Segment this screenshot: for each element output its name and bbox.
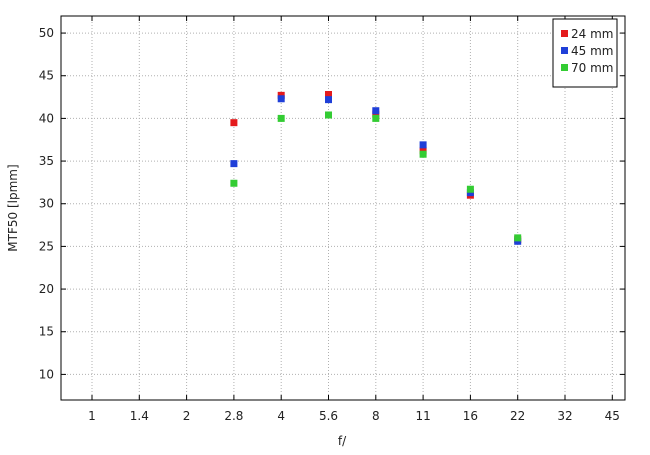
point-70-mm-f5.6	[325, 111, 332, 119]
point-70-mm-f16	[466, 185, 474, 193]
legend-label: 24 mm	[571, 27, 613, 41]
y-tick-label: 50	[39, 26, 54, 40]
x-tick-label: 32	[557, 409, 572, 423]
point-24-mm-f5.6	[325, 91, 332, 99]
y-tick-label: 25	[39, 239, 54, 253]
legend: 24 mm 45 mm 70 mm	[552, 18, 618, 88]
y-tick-label: 40	[39, 111, 54, 125]
y-tick-label: 20	[39, 282, 54, 296]
x-tick-label: 2	[183, 409, 191, 423]
y-tick-label: 35	[39, 154, 54, 168]
point-70-mm-f2.8	[230, 179, 238, 187]
y-tick-label: 45	[39, 69, 54, 83]
plot-frame	[60, 15, 626, 401]
x-tick-label: 16	[463, 409, 478, 423]
points-layer	[230, 91, 522, 245]
legend-label: 70 mm	[571, 61, 613, 75]
point-70-mm-f4	[277, 114, 285, 122]
x-tick-label: 2.8	[224, 409, 243, 423]
point-70-mm-f11	[419, 150, 427, 158]
point-70-mm-f8	[372, 114, 380, 122]
x-tick-label: 45	[605, 409, 620, 423]
point-45-mm-f8	[372, 107, 380, 115]
x-tick-label: 8	[372, 409, 380, 423]
legend-swatch	[561, 64, 568, 71]
y-axis-title: MTF50 [lpmm]	[6, 164, 20, 251]
y-tick-label: 15	[39, 325, 54, 339]
point-45-mm-f11	[419, 141, 427, 149]
x-tick-label: 1.4	[130, 409, 149, 423]
x-tick-label: 4	[277, 409, 285, 423]
point-70-mm-f22	[514, 234, 522, 242]
legend-swatch	[561, 30, 568, 37]
x-tick-label: 5.6	[319, 409, 338, 423]
grid-layer	[61, 16, 625, 400]
x-tick-label: 11	[415, 409, 430, 423]
legend-label: 45 mm	[571, 44, 613, 58]
x-tick-label: 1	[88, 409, 96, 423]
y-tick-label: 30	[39, 197, 54, 211]
point-24-mm-f2.8	[230, 119, 238, 127]
legend-swatch	[561, 47, 568, 54]
point-45-mm-f2.8	[230, 160, 238, 168]
y-tick-label: 10	[39, 367, 54, 381]
x-axis-title: f/	[338, 434, 347, 448]
ticks-layer: 1 1.4 2 2.8 4 5.6 8 11 16 22 32 45 10 15 20 25 30 35 40 45 5…	[39, 16, 625, 423]
point-45-mm-f5.6	[325, 96, 332, 104]
point-45-mm-f4	[277, 95, 285, 103]
x-tick-label: 22	[510, 409, 525, 423]
